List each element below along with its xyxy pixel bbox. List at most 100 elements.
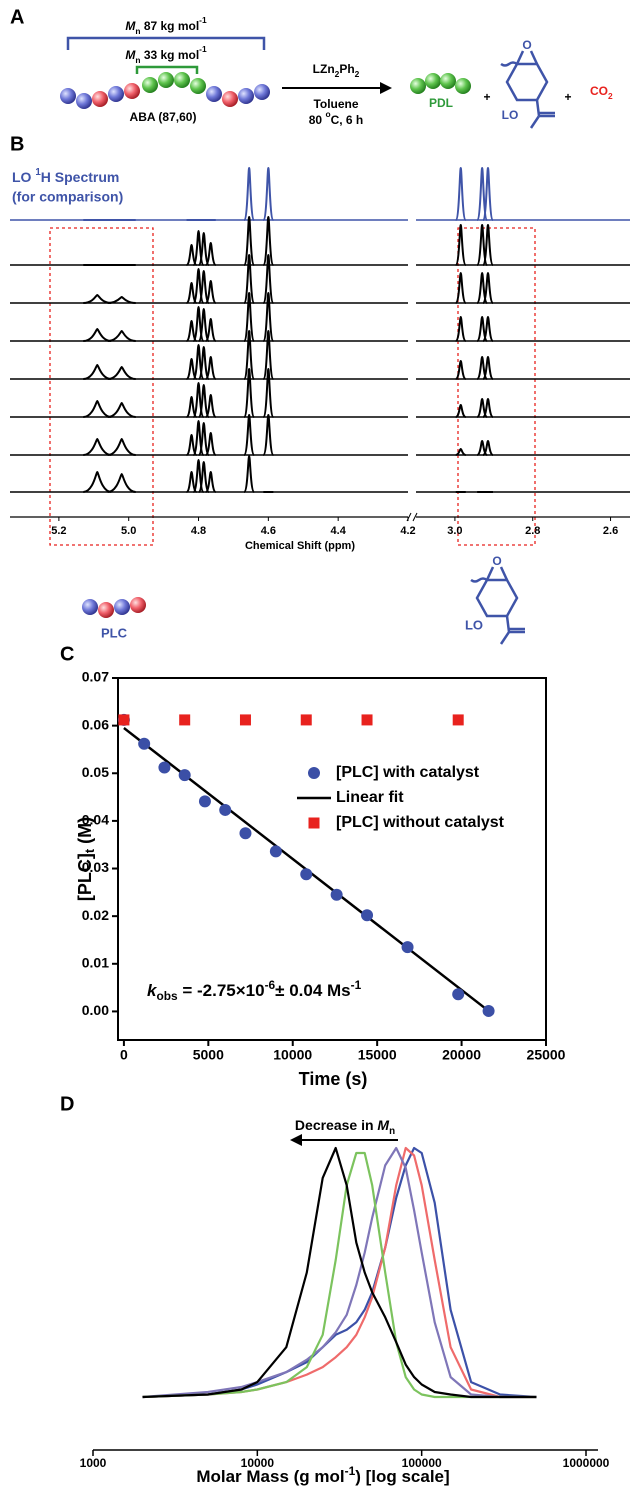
solvent: Toluene xyxy=(313,97,358,111)
reference-label-part: 1 xyxy=(35,167,41,178)
peak xyxy=(454,315,467,342)
peak xyxy=(455,359,467,380)
product: LO xyxy=(502,108,519,122)
data-point xyxy=(158,761,171,774)
reference-label: LO 1H Spectrum xyxy=(12,167,119,185)
annotation: kobs = -2.75×10-6± 0.04 Ms-1 xyxy=(147,978,362,1003)
product: CO2 xyxy=(590,84,613,101)
annotation-part: obs xyxy=(156,989,178,1003)
annotation-part: Decrease in xyxy=(295,1117,378,1133)
catalyst-part: Ph xyxy=(339,62,354,76)
peak xyxy=(455,403,467,418)
peak xyxy=(185,357,198,380)
data-point xyxy=(239,714,251,726)
data-point xyxy=(452,988,465,1001)
gpc-trace xyxy=(142,1146,537,1399)
polymer-label: ABA (87,60) xyxy=(130,110,197,124)
conditions: 80 oC, 6 h xyxy=(309,109,363,127)
x-tick-label: 2.6 xyxy=(603,525,618,537)
peak xyxy=(107,401,136,418)
peak xyxy=(204,355,217,380)
reference-label-part: H Spectrum xyxy=(41,169,120,185)
catalyst-part: 2 xyxy=(335,69,340,79)
mn-label-part: n xyxy=(135,26,140,36)
peak xyxy=(185,243,198,266)
peak xyxy=(455,447,466,456)
data-point xyxy=(452,714,464,726)
peak xyxy=(243,367,256,418)
highlight-box xyxy=(457,227,536,546)
peak xyxy=(204,431,217,456)
conditions-part: 80 xyxy=(309,113,326,127)
mn-label: Mn 33 kg mol-1 xyxy=(125,44,207,65)
conditions-part: C, 6 h xyxy=(331,113,364,127)
annotation: Decrease in Mn xyxy=(295,1117,395,1137)
peak xyxy=(107,472,136,493)
data-point xyxy=(482,1004,495,1017)
y-axis-title-part: (M) xyxy=(75,817,95,849)
bracket xyxy=(135,65,199,74)
plus: + xyxy=(483,90,490,104)
peak xyxy=(197,345,210,380)
panel-label: D xyxy=(60,1093,74,1115)
x-tick-label: 100000 xyxy=(402,1456,442,1470)
peak xyxy=(83,293,112,304)
arrow-head xyxy=(290,1134,302,1146)
x-tick-label: 0 xyxy=(120,1047,128,1063)
peak xyxy=(262,253,275,304)
peak xyxy=(185,395,198,418)
peak xyxy=(197,269,210,304)
plus: + xyxy=(564,90,571,104)
peak xyxy=(454,166,467,221)
y-tick-label: 0.01 xyxy=(82,954,109,970)
peak xyxy=(204,393,217,418)
reference-note: (for comparison) xyxy=(12,189,123,205)
x-tick-label: 25000 xyxy=(527,1047,566,1063)
panel-label: A xyxy=(10,6,24,28)
peak xyxy=(83,363,112,380)
peak xyxy=(197,421,210,456)
y-axis-title-part: t xyxy=(83,848,97,853)
catalyst-part: 2 xyxy=(355,69,360,79)
mn-label-part: 33 kg mol xyxy=(140,48,199,62)
plc-beads xyxy=(82,597,146,618)
x-tick-label: 3.0 xyxy=(447,525,462,537)
peak xyxy=(185,470,198,493)
peak xyxy=(262,166,275,221)
x-tick-label: 4.2 xyxy=(400,525,415,537)
x-tick-label: 4.8 xyxy=(191,525,206,537)
y-tick-label: 0.06 xyxy=(82,716,109,732)
product-part: 2 xyxy=(608,91,613,101)
x-tick-label: 4.6 xyxy=(261,525,276,537)
lo-structure: O xyxy=(500,38,555,129)
x-tick-label: 15000 xyxy=(358,1047,397,1063)
y-axis-title-part: [PLC] xyxy=(75,853,95,901)
peak xyxy=(107,329,136,342)
data-point xyxy=(361,714,373,726)
data-point xyxy=(179,714,191,726)
mn-label-part: M xyxy=(125,19,136,33)
gpc-trace xyxy=(142,1146,537,1399)
annotation-part: k xyxy=(147,981,158,1000)
polymer-chain xyxy=(60,72,270,109)
data-point xyxy=(269,845,282,858)
data-point xyxy=(300,714,312,726)
peak xyxy=(243,329,256,380)
peak xyxy=(243,413,256,456)
peak xyxy=(481,166,494,221)
peak xyxy=(185,281,198,304)
x-tick-label: 20000 xyxy=(442,1047,481,1063)
plot-frame xyxy=(117,677,547,1041)
annotation-part: = -2.75×10 xyxy=(178,981,265,1000)
y-tick-label: 0.05 xyxy=(82,764,109,780)
highlight-box xyxy=(49,227,154,546)
y-tick-label: 0.02 xyxy=(82,907,109,923)
gpc-trace xyxy=(142,1146,537,1399)
x-tick-label: 1000 xyxy=(80,1456,107,1470)
gpc-trace xyxy=(142,1151,537,1399)
peak xyxy=(185,319,198,342)
peak xyxy=(205,470,217,493)
arrow-head xyxy=(380,82,392,94)
peak xyxy=(197,460,210,493)
x-tick-label: 2.8 xyxy=(525,525,540,537)
